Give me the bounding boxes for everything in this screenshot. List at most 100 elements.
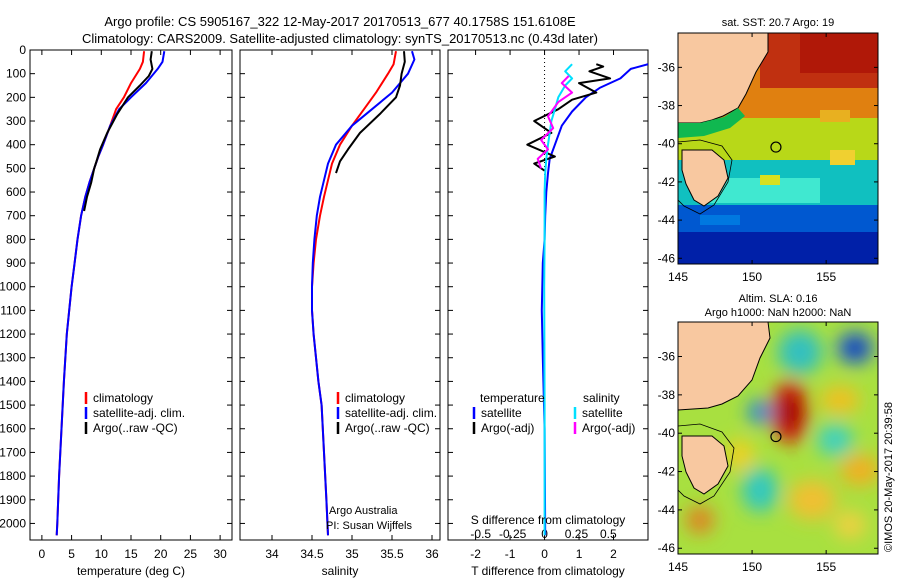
salinity-panel: 34 34.5 35 35.5 36 salinity climatology sate… [239,49,441,578]
y-tick-label: 1800 [0,469,26,483]
y-tick-label: 0 [19,43,26,57]
annotation-pi: PI: Susan Wijffels [326,520,412,532]
s-tick-label: 0.5 [600,527,617,541]
x-tick-label: 10 [95,547,109,561]
y-tick-label: 1000 [0,280,26,294]
map-x-tick-label: 150 [742,560,762,574]
sst-map-ticks: -36 -38 -40 -42 -44 -46 145 150 155 [658,33,878,284]
salinity-axes-frame [239,49,441,541]
sst-map-frame [677,32,879,265]
sst-map: sat. SST: 20.7 Argo: 19 [658,17,879,284]
temperature-axes-frame [29,49,233,541]
legend-s-satellite-label: satellite [582,406,623,420]
map-x-tick-label: 155 [816,560,836,574]
legend-satellite-label: satellite-adj. clim. [93,406,185,420]
difference-s-ticks: -0.5 -0.25 0 0.25 0.5 [470,527,617,541]
temperature-x-label: temperature (deg C) [77,564,185,578]
x-tick-label: 2 [610,547,617,561]
difference-y-ticks [448,49,648,524]
map-y-tick-label: -46 [658,541,676,555]
y-tick-label: 1600 [0,422,26,436]
map-y-tick-label: -38 [658,388,676,402]
s-difference-label: S difference from climatology [471,513,626,527]
argo-position-marker [770,141,782,153]
map-y-tick-label: -44 [658,503,676,517]
title-line-2: Climatology: CARS2009. Satellite-adjuste… [82,31,598,46]
x-tick-label: 20 [154,547,168,561]
x-tick-label: -1 [505,547,516,561]
legend-argo-label: Argo(..raw -QC) [345,421,430,435]
y-tick-label: 700 [6,209,26,223]
map-x-tick-label: 145 [668,560,688,574]
map-y-tick-label: -36 [658,60,676,74]
map-y-tick-label: -40 [658,426,676,440]
x-tick-label: 15 [124,547,138,561]
difference-lines [526,63,648,536]
y-tick-label: 600 [6,185,26,199]
legend-t-argo-label: Argo(-adj) [481,421,534,435]
map-y-tick-label: -42 [658,465,676,479]
y-tick-label: 500 [6,161,26,175]
series-line-satellite-adj-clim- [311,50,416,536]
title-line-1: Argo profile: CS 5905167_322 12-May-2017… [104,14,576,29]
sla-map-frame [677,321,879,555]
y-tick-label: 1700 [0,445,26,459]
y-tick-label: 1900 [0,493,26,507]
legend-satellite-label: satellite-adj. clim. [345,406,437,420]
series-line-t-argo-adj- [526,63,612,172]
map-y-tick-label: -36 [658,350,676,364]
temperature-lines [55,51,166,536]
x-tick-label: 35.5 [380,547,404,561]
annotation-institution: Argo Australia [329,505,398,517]
y-tick-label: 400 [6,138,26,152]
sla-map-field [678,322,878,554]
temperature-legend: climatology satellite-adj. clim. Argo(..… [84,391,185,435]
legend-argo-label: Argo(..raw -QC) [93,421,178,435]
sla-map-title-2: Argo h1000: NaN h2000: NaN [705,307,852,319]
legend-climatology-label: climatology [93,391,153,405]
salinity-y-ticks [240,49,440,524]
y-tick-label: 800 [6,232,26,246]
series-line-argo-raw-qc- [83,51,154,212]
x-tick-label: 5 [68,547,75,561]
sla-map-ticks: -36 -38 -40 -42 -44 -46 145 150 155 [658,322,878,574]
x-tick-label: 1 [576,547,583,561]
series-line-s-satellite [543,63,574,536]
map-y-tick-label: -44 [658,213,676,227]
s-tick-label: -0.25 [499,527,527,541]
salinity-x-ticks: 34 34.5 35 35.5 36 [265,50,439,561]
map-y-tick-label: -38 [658,99,676,113]
map-y-tick-label: -46 [658,251,676,265]
y-tick-label: 1500 [0,398,26,412]
s-tick-label: 0.25 [565,527,589,541]
legend-climatology-label: climatology [345,391,405,405]
series-line-s-argo-adj- [536,75,574,169]
legend-s-argo-label: Argo(-adj) [582,421,635,435]
difference-axes-frame [447,49,649,541]
y-tick-label: 200 [6,90,26,104]
y-tick-label: 1400 [0,374,26,388]
map-y-tick-label: -42 [658,175,676,189]
map-x-tick-label: 145 [668,270,688,284]
x-tick-label: 35 [345,547,359,561]
y-tick-label: 300 [6,114,26,128]
sla-map-title-1: Altim. SLA: 0.16 [739,293,818,305]
tasmania-land [681,149,729,207]
salinity-lines [311,50,416,536]
x-tick-label: 30 [213,547,227,561]
map-x-tick-label: 155 [816,270,836,284]
legend-temperature-title: temperature [480,391,545,405]
x-tick-label: 0 [541,547,548,561]
x-tick-label: -2 [470,547,481,561]
y-tick-label: 100 [6,67,26,81]
temperature-panel: 0100200300400500600700800900100011001200… [0,43,233,578]
imos-credit: ©IMOS 20-May-2017 20:39:58 [883,402,895,552]
y-tick-label: 900 [6,256,26,270]
temperature-x-ticks: 0 5 10 15 20 25 30 [39,50,227,561]
sst-map-title: sat. SST: 20.7 Argo: 19 [722,17,835,29]
tasmania-land [681,435,729,495]
salinity-legend: climatology satellite-adj. clim. Argo(..… [336,391,437,435]
temperature-y-ticks: 0 100 200 300 400 500 600 700 800 900 1000 1100 1200… [0,43,232,530]
y-tick-label: 1200 [0,327,26,341]
